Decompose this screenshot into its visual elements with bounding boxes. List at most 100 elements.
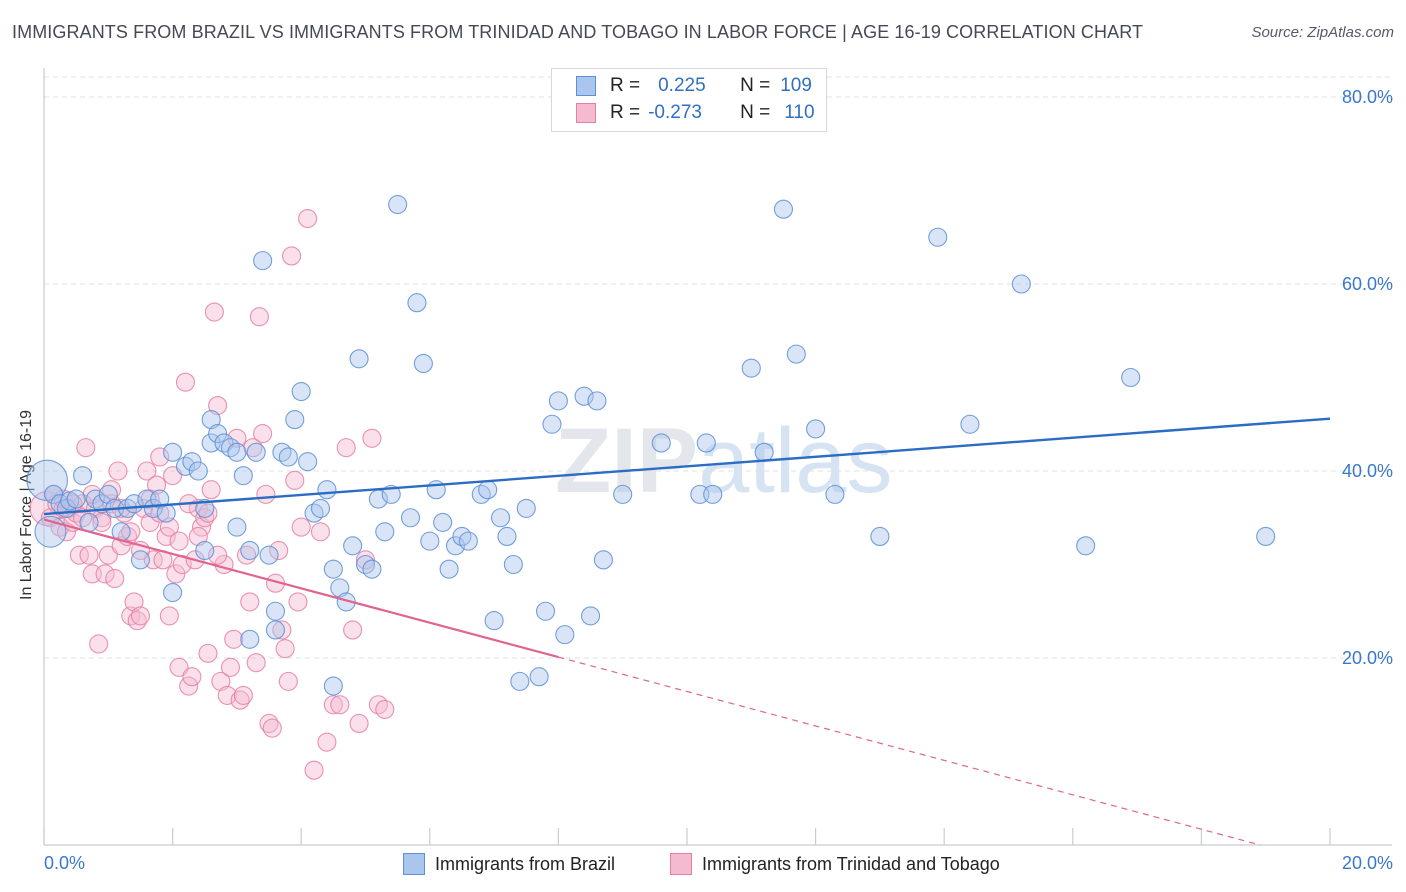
point-trinidad	[220, 657, 241, 677]
point-brazil	[233, 466, 253, 486]
point-brazil	[420, 531, 440, 551]
point-brazil	[388, 194, 408, 215]
point-brazil	[246, 442, 266, 462]
point-brazil	[278, 447, 298, 467]
point-brazil	[535, 601, 556, 621]
point-brazil	[291, 381, 311, 402]
point-brazil	[651, 433, 671, 453]
point-trinidad	[182, 667, 202, 687]
trendline-trinidad	[43, 518, 559, 659]
point-trinidad	[105, 568, 125, 589]
y-tick-label: 80.0%	[1342, 87, 1393, 107]
point-brazil	[484, 611, 504, 631]
y-tick-label: 60.0%	[1342, 274, 1393, 294]
point-trinidad	[249, 307, 269, 327]
point-trinidad	[343, 620, 363, 640]
point-brazil	[227, 442, 247, 462]
point-brazil	[1121, 367, 1141, 388]
point-brazil	[593, 550, 613, 570]
source-label: Source: ZipAtlas.com	[1251, 24, 1394, 41]
tick-labels: 20.0% 40.0% 60.0% 80.0% 0.0% 20.0%	[44, 87, 1393, 873]
bottom-legend-brazil: Immigrants from Brazil	[403, 851, 615, 877]
point-brazil	[349, 349, 369, 369]
point-trinidad	[69, 545, 89, 565]
legend-n-value-trinidad: 110	[784, 102, 815, 123]
point-brazil	[548, 391, 568, 411]
point-brazil	[1011, 274, 1031, 294]
point-brazil	[529, 667, 549, 687]
point-trinidad	[362, 428, 382, 448]
point-brazil	[240, 629, 260, 649]
point-trinidad	[323, 695, 343, 715]
point-trinidad	[198, 643, 218, 663]
point-brazil	[413, 353, 433, 374]
point-trinidad	[89, 634, 109, 654]
point-trinidad	[208, 545, 228, 565]
point-trinidad	[163, 466, 183, 486]
watermark: ZIPatlas	[555, 410, 892, 512]
point-trinidad	[150, 447, 170, 467]
series-brazil-points	[26, 194, 1276, 696]
point-brazil	[490, 508, 511, 528]
point-trinidad	[304, 760, 324, 780]
point-trinidad	[330, 695, 350, 715]
x-tick-label-min: 0.0%	[44, 853, 85, 873]
point-trinidad	[375, 699, 395, 719]
point-trinidad	[201, 480, 221, 500]
point-brazil	[195, 498, 215, 518]
point-brazil	[1256, 526, 1276, 547]
point-trinidad	[355, 550, 376, 570]
point-trinidad	[336, 438, 356, 458]
point-brazil	[130, 550, 150, 570]
point-brazil	[310, 498, 331, 518]
point-brazil	[163, 442, 183, 462]
legend-r-label: R =	[610, 75, 641, 96]
point-brazil	[285, 410, 305, 430]
legend-n-label: N =	[740, 75, 771, 96]
point-trinidad	[76, 438, 96, 458]
point-brazil	[696, 433, 716, 453]
point-brazil	[143, 498, 163, 518]
point-brazil	[79, 512, 99, 532]
point-brazil	[240, 540, 260, 561]
point-brazil	[195, 540, 215, 561]
point-brazil	[265, 601, 286, 621]
point-brazil	[703, 484, 723, 504]
point-brazil	[330, 578, 350, 598]
point-trinidad	[291, 517, 311, 537]
point-trinidad	[121, 522, 141, 542]
point-brazil	[98, 484, 118, 504]
point-brazil	[587, 391, 607, 411]
x-tick-label-max: 20.0%	[1342, 853, 1393, 873]
point-brazil	[439, 559, 459, 579]
point-trinidad	[285, 470, 305, 490]
point-brazil	[574, 386, 594, 406]
point-trinidad	[317, 732, 337, 752]
point-brazil	[201, 410, 221, 430]
point-trinidad	[159, 606, 179, 626]
point-trinidad	[224, 629, 244, 649]
point-brazil	[542, 414, 562, 434]
point-trinidad	[159, 517, 179, 537]
stats-legend: R = 0.225 N = 109 R = -0.273 N = 110	[551, 68, 827, 132]
point-brazil	[786, 344, 806, 364]
point-brazil	[73, 466, 93, 486]
series-trinidad-points	[29, 209, 395, 780]
point-trinidad	[211, 671, 231, 691]
point-trinidad	[108, 461, 128, 481]
point-trinidad	[269, 540, 289, 561]
legend-swatch-brazil	[576, 76, 596, 96]
point-trinidad	[349, 713, 369, 734]
point-brazil	[960, 414, 980, 434]
point-trinidad	[137, 461, 157, 481]
legend-row-brazil: R = 0.225 N = 109	[576, 73, 812, 99]
bottom-legend-swatch-trinidad	[670, 853, 692, 875]
bottom-legend-swatch-brazil	[403, 853, 425, 875]
point-brazil	[323, 559, 343, 579]
point-brazil	[433, 512, 453, 532]
point-trinidad	[95, 564, 115, 584]
point-brazil	[156, 503, 176, 523]
point-brazil	[343, 536, 363, 556]
point-brazil	[928, 227, 948, 247]
